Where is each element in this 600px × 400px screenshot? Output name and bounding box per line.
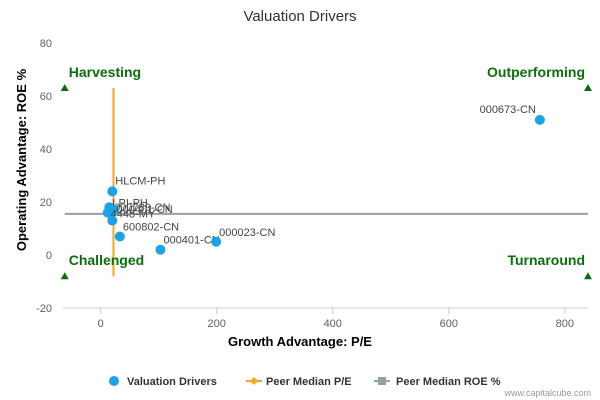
x-tick-label: 600: [440, 318, 458, 330]
y-tick-label: 40: [40, 144, 52, 156]
legend-marker-diamond: [250, 377, 258, 385]
x-tick-label: 200: [208, 318, 226, 330]
quadrant-marker-triangle: [60, 84, 69, 92]
data-point-label: HLCM-PH: [115, 175, 165, 187]
legend-marker-square: [378, 377, 386, 385]
legend-item-peer-median-roe[interactable]: Peer Median ROE %: [374, 376, 501, 388]
legend-label-peer-median-roe: Peer Median ROE %: [396, 376, 501, 388]
x-tick-label: 400: [324, 318, 342, 330]
y-tick-label: 0: [46, 250, 52, 262]
y-tick-label: -20: [36, 303, 52, 315]
y-tick-label: 60: [40, 91, 52, 103]
data-point-label: 000023-CN: [219, 227, 275, 239]
y-tick-label: 20: [40, 197, 52, 209]
data-point[interactable]: [211, 236, 222, 247]
quadrant-label-outperforming: Outperforming: [487, 64, 585, 80]
legend-item-peer-median-pe[interactable]: Peer Median P/E: [246, 376, 352, 388]
x-tick-label: 0: [98, 318, 104, 330]
data-point[interactable]: [107, 186, 118, 197]
legend-item-valuation-drivers[interactable]: Valuation Drivers: [109, 376, 217, 388]
data-point[interactable]: [534, 114, 545, 125]
data-point[interactable]: [114, 231, 125, 242]
data-point-label: 000401-CN: [163, 235, 219, 247]
x-tick-label: 800: [556, 318, 574, 330]
plot-area: [63, 88, 588, 309]
legend-marker-circle: [109, 376, 119, 386]
y-tick-label: 80: [40, 38, 52, 50]
quadrant-marker-triangle: [60, 272, 69, 280]
data-point-label: 000673-CN: [480, 104, 536, 116]
data-point[interactable]: [155, 244, 166, 255]
quadrant-label-harvesting: Harvesting: [69, 64, 141, 80]
data-point-label: 000789-CN: [114, 202, 170, 214]
data-point-label: 000401-CN: [116, 204, 172, 216]
data-point-label: LPI-PH: [112, 197, 148, 209]
x-axis-title: Growth Advantage: P/E: [228, 334, 372, 349]
quadrant-labels: Harvesting Outperforming Challenged Turnaro…: [60, 64, 592, 280]
quadrant-marker-triangle: [584, 272, 592, 280]
credit-text[interactable]: www.capitalcube.com: [503, 388, 591, 398]
legend-label-valuation-drivers: Valuation Drivers: [127, 376, 217, 388]
x-axis-ticks: 0 200 400 600 800: [98, 308, 574, 330]
data-point-label: 4448-MY: [111, 209, 156, 221]
quadrant-marker-triangle: [584, 84, 592, 92]
quadrant-label-challenged: Challenged: [69, 252, 144, 268]
quadrant-label-turnaround: Turnaround: [507, 252, 585, 268]
data-point[interactable]: [107, 215, 118, 226]
data-point-label: 600802-CN: [123, 221, 179, 233]
data-points: 000673-CNHLCM-PHLPI-PH000789-CN000401-CN…: [102, 104, 545, 255]
y-axis-title: Operating Advantage: ROE %: [14, 68, 29, 251]
chart-title: Valuation Drivers: [243, 8, 356, 25]
legend-label-peer-median-pe: Peer Median P/E: [266, 376, 352, 388]
legend: Valuation Drivers Peer Median P/E Peer M…: [109, 376, 501, 388]
y-axis-ticks: -20 0 20 40 60 80: [36, 38, 52, 315]
data-point[interactable]: [102, 207, 113, 218]
